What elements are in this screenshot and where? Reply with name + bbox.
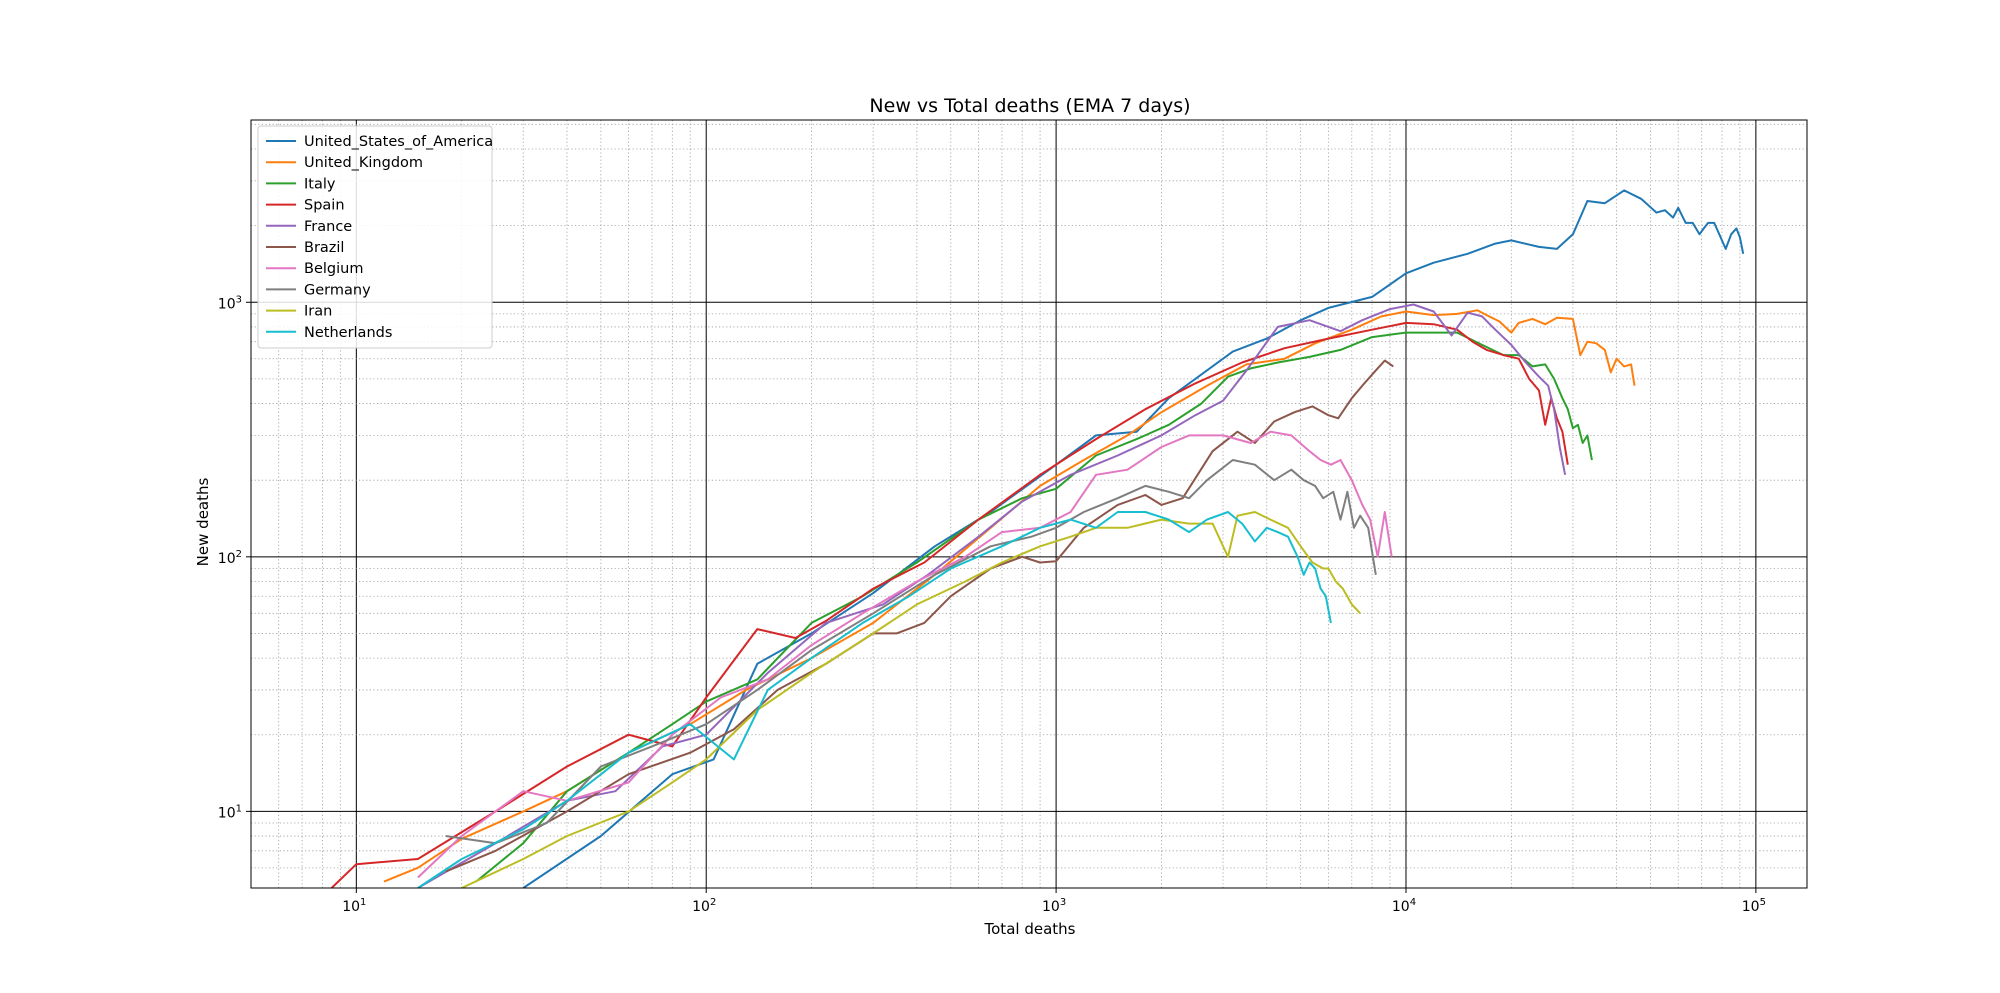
- series-lines: [330, 189, 1745, 888]
- y-tick-exponent: 3: [236, 294, 242, 305]
- y-tick-exponent: 2: [236, 549, 242, 560]
- series-line-3: [330, 321, 1569, 888]
- legend-label-5: Brazil: [304, 240, 344, 256]
- series-line-2: [475, 331, 1593, 883]
- legend-label-6: Belgium: [304, 261, 363, 277]
- legend-label-9: Netherlands: [304, 325, 392, 341]
- y-axis-label: New deaths: [194, 478, 212, 567]
- x-tick-exponent: 3: [1060, 897, 1066, 908]
- series-line-8: [461, 511, 1361, 888]
- legend-label-8: Iran: [304, 304, 332, 320]
- legend-label-7: Germany: [304, 282, 371, 298]
- legend-label-3: Spain: [304, 198, 345, 214]
- plot-frame: [250, 119, 1808, 889]
- x-axis-label: Total deaths: [984, 920, 1076, 938]
- legend-label-1: United_Kingdom: [304, 155, 423, 171]
- legend-box: [257, 125, 493, 349]
- y-tick-exponent: 1: [236, 803, 242, 814]
- legend-label-0: United_States_of_America: [304, 134, 493, 150]
- x-tick-exponent: 2: [710, 897, 716, 908]
- x-tick-exponent: 1: [360, 897, 366, 908]
- series-line-5: [445, 359, 1394, 873]
- legend-label-4: France: [304, 219, 352, 235]
- legend-label-2: Italy: [304, 176, 336, 192]
- series-line-7: [445, 459, 1377, 845]
- series-line-6: [417, 430, 1393, 879]
- series-line-1: [383, 309, 1636, 883]
- chart-title: New vs Total deaths (EMA 7 days): [869, 95, 1190, 117]
- x-tick-exponent: 5: [1760, 897, 1766, 908]
- grid: [251, 120, 1807, 888]
- x-tick-exponent: 4: [1410, 897, 1416, 908]
- series-line-9: [417, 511, 1332, 888]
- legend: United_States_of_America United_Kingdom It…: [257, 125, 493, 349]
